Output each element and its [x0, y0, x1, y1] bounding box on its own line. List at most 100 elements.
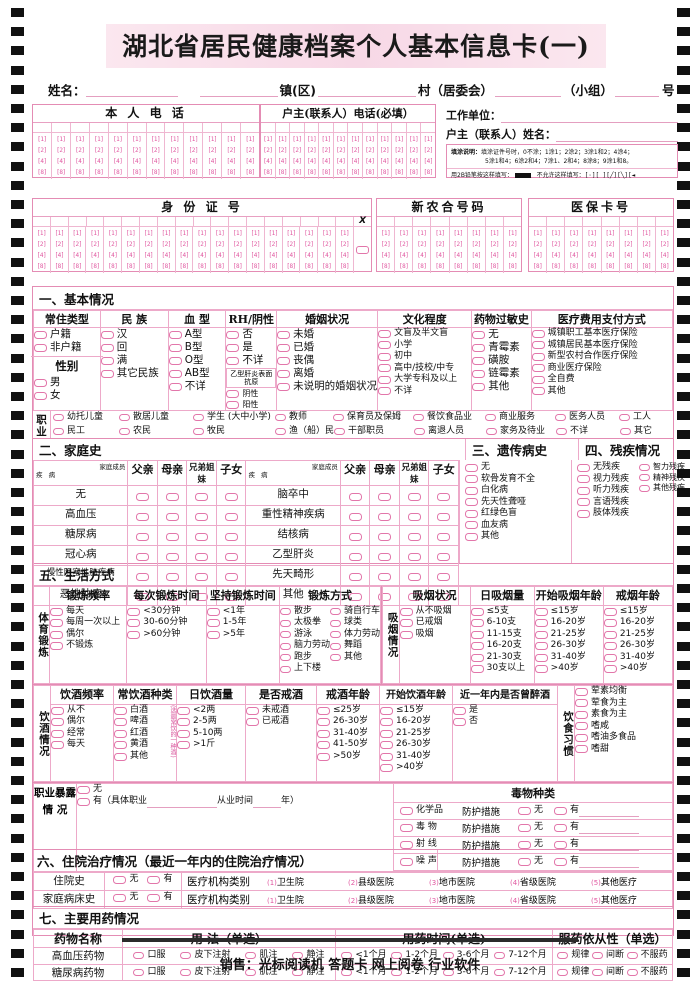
diet-option[interactable]: 嗜甜: [575, 744, 672, 756]
usage-option-checkbox[interactable]: [133, 952, 145, 960]
rh-option[interactable]: 不详: [226, 354, 276, 367]
family-history-checkbox-cell[interactable]: [398, 485, 430, 506]
family-history-checkbox[interactable]: [136, 512, 150, 521]
family-history-checkbox[interactable]: [407, 532, 421, 541]
head-name-input[interactable]: [556, 127, 678, 142]
family-history-checkbox-cell[interactable]: [127, 565, 158, 586]
smoking-option[interactable]: 26-30岁: [534, 640, 603, 652]
bubble[interactable]: [2]: [587, 240, 597, 248]
exercise-option-checkbox[interactable]: [206, 619, 220, 628]
bubble[interactable]: [8]: [336, 168, 346, 176]
protect-no-option-checkbox[interactable]: [518, 858, 531, 866]
bubble[interactable]: [1]: [277, 135, 288, 143]
option-5-checkbox[interactable]: [378, 364, 392, 373]
occupation-option[interactable]: 幼托儿童: [53, 412, 119, 424]
occupation-option-checkbox[interactable]: [334, 427, 346, 435]
diet-option-checkbox[interactable]: [575, 733, 588, 742]
smoking-option[interactable]: 31-40岁: [603, 652, 672, 664]
bubble[interactable]: [8]: [394, 168, 404, 176]
smoking-option[interactable]: 吸烟: [399, 629, 470, 641]
exercise-option[interactable]: 不锻炼: [50, 640, 126, 652]
drinking-option[interactable]: 是: [453, 705, 557, 717]
option-4[interactable]: 丧偶: [277, 354, 377, 367]
institution-option[interactable]: (3)地市医院: [429, 875, 510, 888]
bubble[interactable]: [1]: [551, 229, 561, 237]
bubble-column[interactable]: [1] [2] [4] [8]: [565, 227, 584, 273]
bubble[interactable]: [1]: [36, 229, 47, 237]
option-7[interactable]: 新型农村合作医疗保险: [531, 351, 672, 363]
option-7[interactable]: 城镇居民基本医疗保险: [531, 340, 672, 352]
usage-option-checkbox[interactable]: [180, 968, 192, 976]
usage-option[interactable]: 静注: [292, 950, 325, 962]
occupation-option[interactable]: 离退人员: [414, 426, 486, 438]
option-2[interactable]: AB型: [168, 367, 226, 380]
bubble[interactable]: [4]: [587, 251, 597, 259]
smoking-option[interactable]: 16-20岁: [534, 617, 603, 629]
write-cell[interactable]: [486, 217, 504, 226]
genetic-option[interactable]: 白化病: [465, 485, 571, 497]
bubble[interactable]: [1]: [623, 229, 634, 237]
occupation-option[interactable]: 牧民: [193, 426, 275, 438]
occupation-option[interactable]: 餐饮食品业: [413, 412, 485, 424]
bubble[interactable]: [2]: [131, 146, 142, 154]
bubble-column[interactable]: [1] [2] [4] [8]: [378, 133, 393, 179]
occupation-option-checkbox[interactable]: [555, 414, 566, 422]
drink-kind-option-checkbox[interactable]: [114, 729, 127, 738]
disability-option[interactable]: 听力残疾: [577, 485, 639, 497]
option-7-checkbox[interactable]: [531, 375, 545, 384]
exercise-mode-option[interactable]: 太极拳: [279, 617, 330, 629]
occupation-option[interactable]: 教师: [275, 412, 333, 424]
exercise-option[interactable]: <1年: [206, 606, 279, 618]
bubble[interactable]: [4]: [150, 157, 161, 165]
option-7[interactable]: 商业医疗保险: [531, 363, 672, 375]
family-history-checkbox-cell[interactable]: [156, 565, 188, 586]
family-history-checkbox[interactable]: [165, 552, 179, 561]
bubble[interactable]: [1]: [394, 135, 404, 143]
bubble[interactable]: [2]: [125, 240, 136, 248]
smoking-option[interactable]: 30支以上: [470, 663, 534, 675]
bubble[interactable]: [8]: [471, 262, 482, 270]
family-history-checkbox-cell[interactable]: [186, 505, 217, 526]
bubble[interactable]: [4]: [304, 251, 314, 259]
write-cell[interactable]: [241, 123, 259, 132]
exercise-mode-option-checkbox[interactable]: [279, 619, 291, 627]
bubble[interactable]: [8]: [179, 262, 189, 270]
family-history-checkbox[interactable]: [348, 512, 362, 521]
exercise-mode-option-checkbox[interactable]: [329, 619, 341, 627]
protect-yes-option-checkbox[interactable]: [554, 858, 567, 866]
diet-option[interactable]: 素食为主: [575, 709, 672, 721]
drinking-option[interactable]: 2-5两: [177, 716, 245, 728]
disability-option[interactable]: 视力残疾: [577, 474, 639, 486]
bubble[interactable]: [1]: [226, 135, 237, 143]
diet-option[interactable]: 嗜咸: [575, 721, 672, 733]
disability-options[interactable]: 无残疾 视力残疾 听力残疾 言语残疾 肢体残疾 智力残疾 精神残疾 其他残疾: [572, 460, 685, 563]
hbsag-option[interactable]: 阴性: [226, 389, 276, 400]
usage-option[interactable]: 口服: [133, 950, 166, 962]
bubble[interactable]: [1]: [179, 229, 189, 237]
usage-option[interactable]: 肌注: [245, 950, 278, 962]
exercise-option[interactable]: 1-5年: [206, 617, 279, 629]
exercise-option-checkbox[interactable]: [50, 630, 64, 639]
family-history-checkbox-cell[interactable]: [428, 545, 459, 566]
bubble[interactable]: [1]: [659, 229, 670, 237]
bubble[interactable]: [2]: [94, 146, 104, 154]
bubble[interactable]: [8]: [321, 168, 331, 176]
smoking-option-checkbox[interactable]: [603, 653, 617, 662]
occupation-option[interactable]: 渔（船）民: [275, 426, 334, 438]
occupation-option-checkbox[interactable]: [193, 427, 204, 435]
option-5-checkbox[interactable]: [378, 329, 392, 338]
drinking-option[interactable]: ≤25岁: [317, 705, 379, 717]
drinking-option-checkbox[interactable]: [177, 706, 190, 715]
medication-options[interactable]: 规律 间断 不服药: [553, 948, 672, 964]
smoking-option[interactable]: 21-30支: [470, 652, 534, 664]
bubble[interactable]: [8]: [143, 262, 154, 270]
bubble[interactable]: [8]: [37, 168, 47, 176]
bubble[interactable]: [2]: [399, 240, 409, 248]
bubble[interactable]: [2]: [423, 146, 433, 154]
write-cell[interactable]: [194, 217, 212, 226]
protect-no-option-checkbox[interactable]: [518, 841, 531, 849]
number-input[interactable]: [614, 82, 659, 97]
family-history-checkbox-cell[interactable]: [339, 505, 371, 526]
genetic-option[interactable]: 无: [465, 462, 571, 474]
occupation-option[interactable]: 农民: [119, 426, 193, 438]
